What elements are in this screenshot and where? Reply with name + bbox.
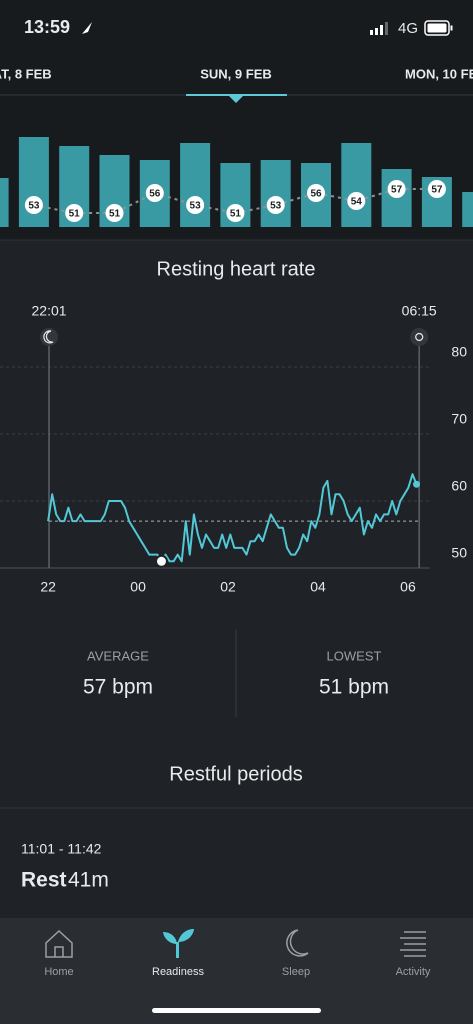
- period-type: Rest: [21, 869, 67, 892]
- tab-pointer: [229, 96, 243, 103]
- chart-title: Resting heart rate: [157, 258, 316, 280]
- trend-dot: [427, 180, 446, 198]
- trend-dot-label: 56: [149, 189, 161, 200]
- trend-dot-label: 51: [230, 209, 242, 220]
- date-tab-active[interactable]: SUN, 9 FEB: [200, 66, 272, 81]
- x-tick-label: 02: [220, 579, 236, 595]
- trend-dot-label: 57: [391, 185, 403, 196]
- battery-icon: [424, 20, 453, 36]
- trend-dot: [186, 196, 205, 214]
- time-marker-label: 06:15: [402, 303, 437, 319]
- y-tick-label: 60: [451, 478, 467, 494]
- date-tab[interactable]: MON, 10 FEB: [405, 66, 473, 81]
- trend-dot-label: 51: [109, 209, 121, 220]
- y-tick-label: 80: [451, 344, 467, 360]
- trend-dot-label: 53: [270, 201, 282, 212]
- bar: [260, 160, 291, 227]
- tab-bar: [0, 918, 473, 1024]
- nav-label[interactable]: Home: [44, 966, 73, 978]
- trend-dot-label: 57: [431, 185, 443, 196]
- section-title: Restful periods: [169, 763, 302, 785]
- sun-icon: [415, 332, 424, 342]
- trend-dot: [266, 196, 285, 214]
- x-tick-label: 06: [400, 579, 416, 595]
- date-tab[interactable]: SAT, 8 FEB: [0, 66, 52, 81]
- content-panel: [0, 240, 473, 920]
- x-tick-label: 00: [130, 579, 146, 595]
- x-tick-label: 22: [40, 579, 56, 595]
- stat-value: 57 bpm: [83, 676, 153, 699]
- trend-dot: [24, 196, 43, 214]
- trend-dot: [65, 204, 84, 222]
- period-time: 11:01 - 11:42: [21, 841, 102, 857]
- status-time: 13:59: [24, 17, 70, 37]
- network-type: 4G: [398, 20, 418, 37]
- nav-label[interactable]: Sleep: [282, 966, 310, 978]
- bar: [341, 143, 372, 227]
- signal-icon: [370, 22, 388, 35]
- trend-dot-label: 53: [190, 201, 202, 212]
- trend-dot-label: 53: [28, 201, 40, 212]
- end-point: [413, 480, 421, 488]
- home-icon[interactable]: [45, 929, 73, 958]
- bar: [0, 178, 9, 227]
- heart-rate-line: [47, 473, 418, 563]
- sleep-icon[interactable]: [286, 929, 309, 957]
- trend-dot: [105, 204, 124, 222]
- lowest-point: [154, 554, 168, 568]
- trend-dot-label: 54: [351, 197, 363, 208]
- home-indicator: [152, 1008, 321, 1013]
- bar: [462, 192, 473, 227]
- trend-dot: [226, 204, 245, 222]
- nav-label-active[interactable]: Readiness: [152, 966, 204, 978]
- stat-label: LOWEST: [327, 648, 382, 663]
- trend-dot: [387, 180, 406, 198]
- y-tick-label: 50: [451, 545, 467, 561]
- time-marker-label: 22:01: [32, 303, 67, 319]
- location-icon: [82, 22, 92, 34]
- activity-icon[interactable]: [400, 931, 426, 957]
- period-duration: 41m: [68, 869, 109, 892]
- nav-label[interactable]: Activity: [396, 966, 431, 978]
- bar: [180, 143, 211, 227]
- readiness-icon[interactable]: [163, 929, 194, 958]
- trend-dot: [347, 192, 366, 210]
- y-tick-label: 70: [451, 411, 467, 427]
- stat-label: AVERAGE: [87, 648, 149, 663]
- stat-value: 51 bpm: [319, 676, 389, 699]
- trend-dot-label: 51: [69, 209, 81, 220]
- moon-icon: [43, 330, 54, 344]
- trend-dot: [307, 184, 325, 202]
- time-marker-icon-bg: [410, 328, 429, 346]
- trend-dot: [145, 184, 164, 202]
- trend-dot-label: 56: [310, 189, 322, 200]
- time-marker-icon-bg: [40, 328, 59, 346]
- x-tick-label: 04: [310, 579, 326, 595]
